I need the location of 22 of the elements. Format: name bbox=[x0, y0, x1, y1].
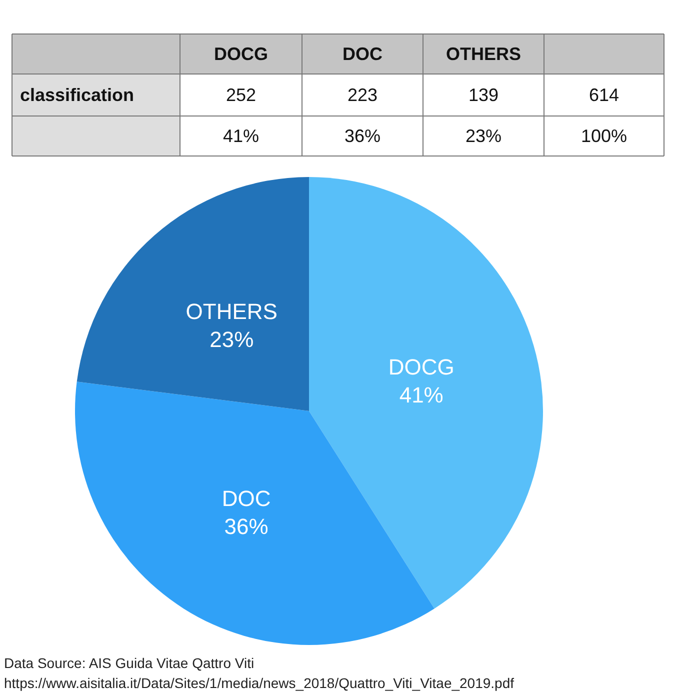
text: 23% bbox=[465, 126, 502, 146]
text: https://www.aisitalia.it/Data/Sites/1/media/news_2018/Quattro_Viti_Vitae_2019.pdf bbox=[4, 675, 514, 691]
slice-label: DOCG bbox=[388, 354, 454, 380]
text: 614 bbox=[588, 85, 620, 105]
text: 36% bbox=[344, 126, 381, 146]
pie-slice bbox=[76, 177, 309, 411]
category-label: DOC bbox=[342, 44, 382, 64]
source-note: Data Source: AIS Guida Vitae Qattro Viti bbox=[4, 655, 254, 671]
slice-label: DOC bbox=[222, 486, 271, 511]
text: 252 bbox=[226, 85, 256, 105]
text: classification bbox=[20, 85, 134, 105]
text: 223 bbox=[347, 85, 378, 105]
category-label: OTHERS bbox=[446, 44, 522, 64]
data-label: 23% bbox=[210, 327, 254, 352]
category-label: DOCG bbox=[214, 44, 268, 64]
pie-slice bbox=[309, 177, 543, 609]
data-label: 41% bbox=[399, 382, 444, 408]
slice-label: OTHERS bbox=[186, 299, 278, 324]
text: 41% bbox=[222, 126, 260, 146]
data-label: 36% bbox=[224, 514, 268, 539]
text: 100% bbox=[580, 126, 628, 146]
text: 139 bbox=[468, 85, 499, 105]
